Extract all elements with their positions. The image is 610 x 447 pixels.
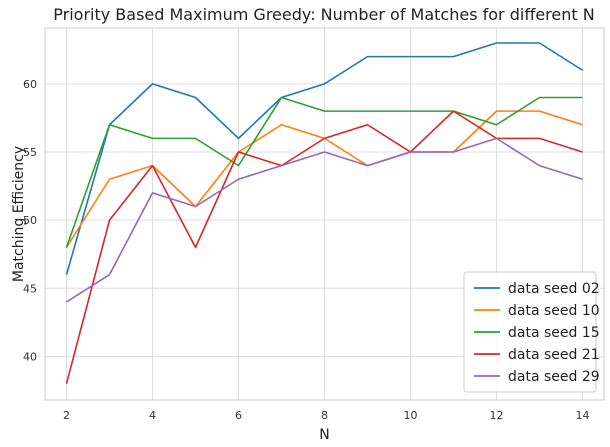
y-tick-label: 45: [23, 282, 37, 295]
x-tick-label: 8: [321, 409, 328, 422]
y-axis-label: Matching Efficiency: [11, 146, 27, 282]
legend-label: data seed 15: [508, 325, 600, 341]
series-line-data-seed-02: [65, 42, 583, 275]
y-tick-label: 50: [23, 214, 37, 227]
series-line-data-seed-29: [66, 137, 583, 303]
series-lines: [65, 42, 583, 384]
x-tick-label: 6: [235, 409, 242, 422]
axis-ticks: 2 4 6 8 10 12 14 40 45 50 55 60: [23, 78, 590, 422]
x-axis-label: N: [319, 427, 329, 443]
grid: [45, 28, 604, 400]
series-line-data-seed-15: [65, 96, 583, 248]
legend: data seed 02 data seed 10 data seed 15 data…: [463, 271, 600, 393]
y-tick-label: 55: [23, 146, 37, 159]
legend-box: [463, 271, 597, 393]
legend-label: data seed 29: [508, 369, 600, 385]
x-tick-label: 12: [490, 409, 504, 422]
plot-area: [44, 27, 605, 401]
y-tick-label: 40: [23, 350, 37, 363]
x-tick-label: 4: [149, 409, 156, 422]
legend-label: data seed 02: [508, 281, 600, 297]
legend-label: data seed 21: [508, 347, 600, 363]
legend-label: data seed 10: [508, 303, 600, 319]
y-tick-label: 60: [23, 78, 37, 91]
x-tick-label: 10: [404, 409, 418, 422]
chart-title: Priority Based Maximum Greedy: Number of…: [53, 5, 594, 24]
x-tick-label: 2: [63, 409, 70, 422]
x-tick-label: 14: [576, 409, 590, 422]
